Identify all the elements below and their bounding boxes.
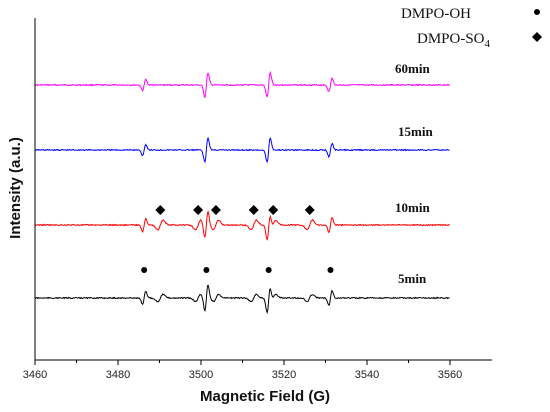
dmpo-oh-marker [203,267,210,273]
dmpo-oh-marker [327,267,334,273]
series-label-15min: 15min [398,124,433,139]
dmpo-oh-marker [141,267,148,273]
tick-layer: 3460 3480 3500 3520 3540 3560 [23,360,462,381]
series-layer [34,70,450,315]
dmpo-so4-marker [268,205,279,215]
series-label-layer: 60min 15min 10min 5min [395,61,433,286]
axes-layer [34,18,492,361]
series-line-10min [34,209,450,241]
legend: DMPO-OH DMPO-SO4 [401,6,542,50]
series-line-5min [34,284,450,315]
x-tick-label: 3460 [23,369,47,381]
series-line-15min [34,136,450,164]
dmpo-so4-marker [155,205,166,215]
legend-diamond-marker [532,32,542,42]
legend-entry-dmpo-so4-subscript: 4 [485,38,491,50]
series-label-5min: 5min [398,271,427,286]
legend-entry-dmpo-oh: DMPO-OH [401,6,471,22]
series-label-60min: 60min [395,61,430,76]
dmpo-so4-marker [193,205,204,215]
dmpo-oh-marker [265,267,272,273]
x-tick-label: 3480 [106,369,130,381]
series-label-10min: 10min [395,200,430,215]
x-axis-title: Magnetic Field (G) [200,388,330,405]
dmpo-so4-marker [304,205,315,215]
legend-entry-dmpo-so4: DMPO-SO4 [417,31,491,50]
dmpo-so4-marker [210,205,221,215]
series-line-60min [34,70,450,99]
x-tick-label: 3560 [438,369,462,381]
x-tick-label: 3500 [189,369,213,381]
dmpo-so4-marker [248,205,259,215]
x-tick-label: 3540 [355,369,379,381]
y-axis-title: Intensity (a.u.) [7,137,24,239]
marker-layer [141,205,334,273]
x-tick-label: 3520 [272,369,296,381]
legend-entry-dmpo-so4-main: DMPO-SO [417,31,485,47]
legend-circle-marker [534,9,540,15]
